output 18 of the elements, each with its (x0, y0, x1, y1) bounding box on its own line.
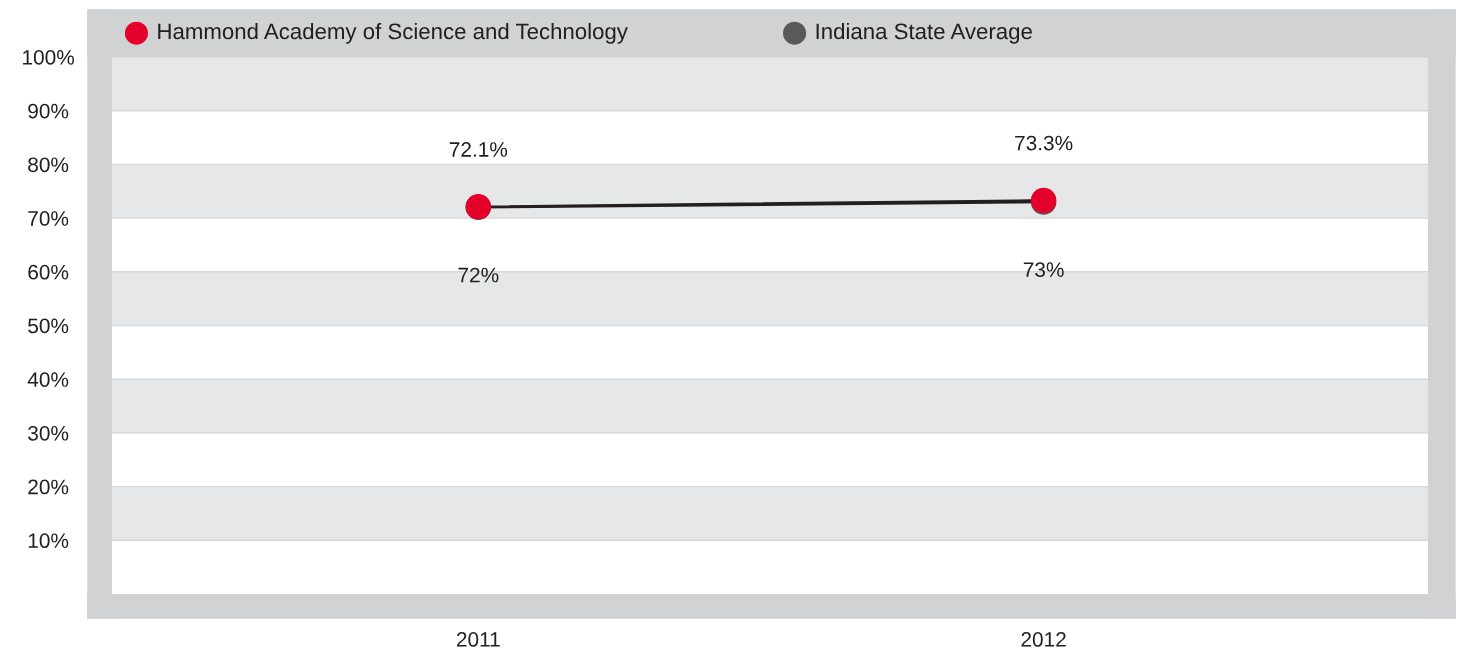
x-tick-label: 2011 (456, 632, 500, 647)
y-tick-label: 90% (28, 103, 69, 119)
legend-label: Indiana State Average (816, 22, 1032, 44)
y-tick-label: 60% (28, 264, 69, 280)
y-tick-label: 30% (28, 425, 69, 441)
y-tick-label: 10% (28, 533, 69, 549)
data-label: 72% (458, 267, 499, 283)
y-tick-label: 50% (28, 318, 69, 334)
data-label: 73% (1023, 262, 1064, 278)
data-label: 73.3% (1015, 135, 1073, 151)
y-tick-label: 100% (23, 50, 75, 65)
y-tick-label: 70% (28, 211, 69, 226)
y-tick-label: 80% (28, 157, 69, 173)
data-label: 72.1% (449, 142, 508, 157)
y-tick-label: 20% (28, 479, 69, 495)
y-tick-label: 40% (27, 372, 69, 387)
x-tick-label: 2012 (1021, 632, 1066, 647)
legend-label: Hammond Academy of Science and Technology (158, 22, 628, 44)
